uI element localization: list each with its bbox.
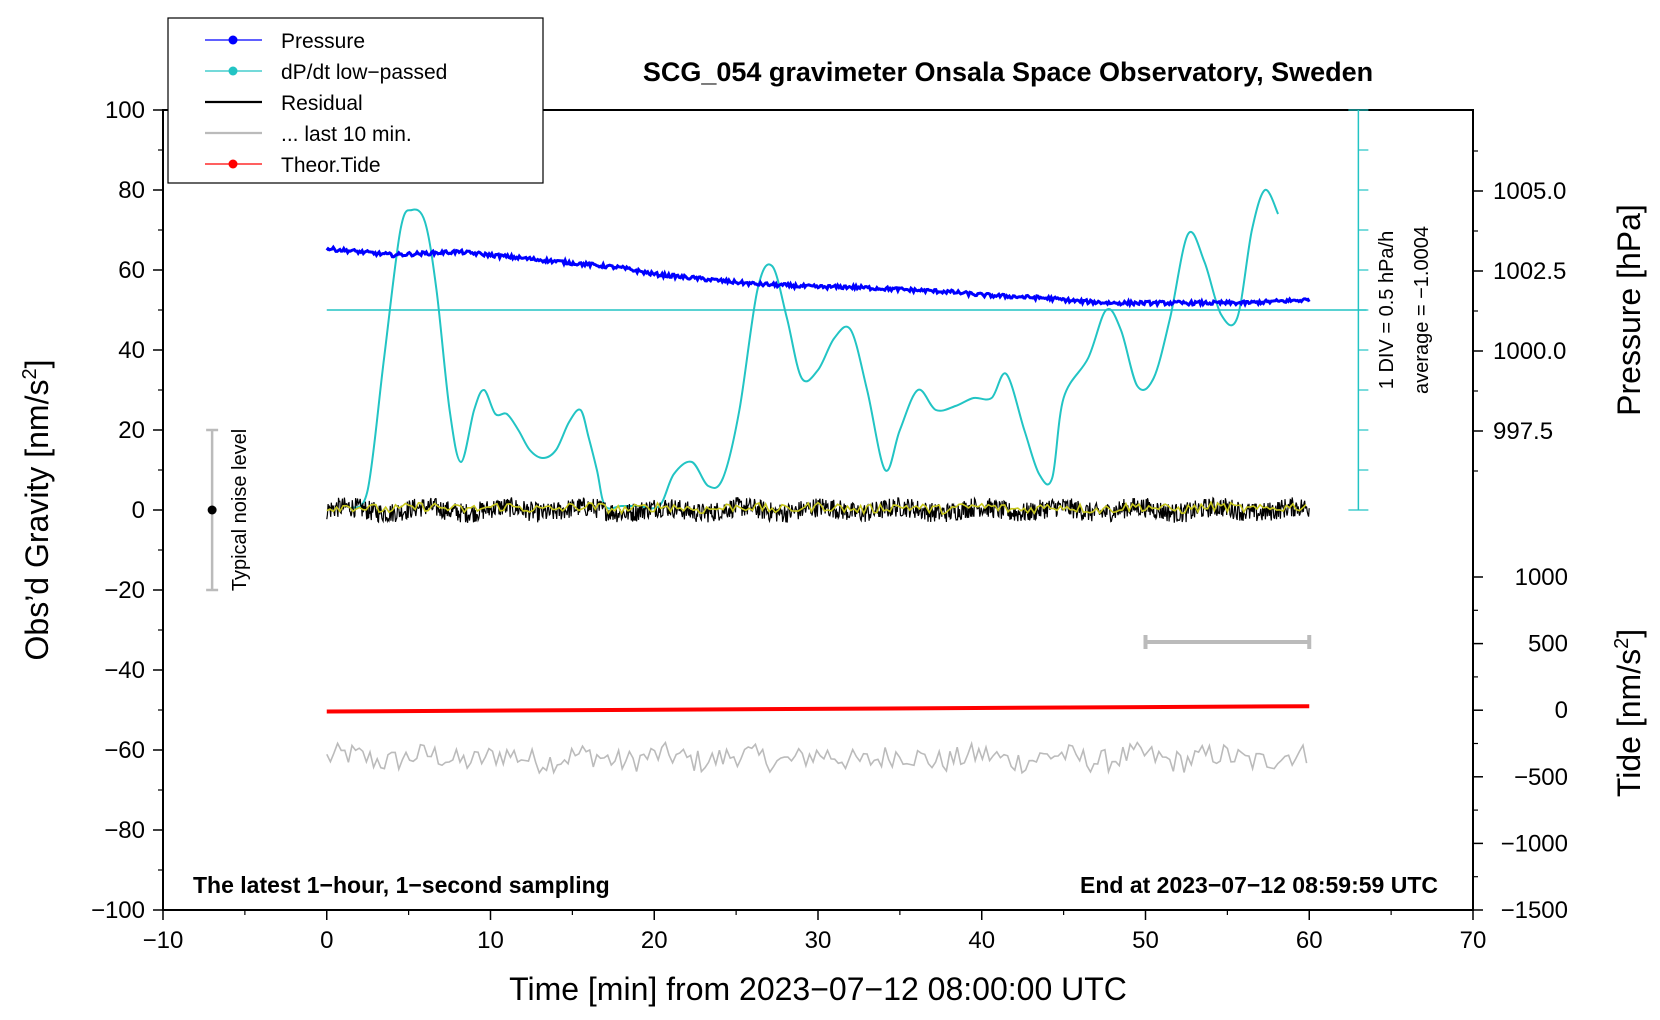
y-axis-title-gravity-sup: 2 [19, 368, 41, 379]
legend-label-3: ... last 10 min. [281, 123, 412, 146]
dpdt-average-label: average = −1.0004 [1411, 226, 1433, 394]
residual-smoothed-line [326, 500, 1307, 516]
y-axis-title-tide-end: ] [1611, 629, 1647, 638]
tide-tick-label-0: 1000 [1515, 564, 1568, 591]
x-tick-label-0: −10 [143, 927, 184, 954]
y-tick-label-6: −20 [104, 577, 145, 604]
y-axis-title-tide: Tide [nm/s2] [1611, 629, 1647, 797]
pressure-tick-label-0: 1005.0 [1493, 178, 1566, 205]
tide-tick-labels: 1000 500 0 −500 −1000 −1500 [1501, 564, 1568, 924]
dpdt-scale-label: 1 DIV = 0.5 hPa/h [1376, 231, 1398, 389]
y-tick-label-4: 20 [118, 417, 145, 444]
y-tick-label-1: 80 [118, 177, 145, 204]
x-tick-label-7: 60 [1296, 927, 1323, 954]
legend-label-0: Pressure [281, 30, 365, 53]
y-axis-title-gravity: Obs’d Gravity [nm/s2] [19, 360, 55, 661]
legend-entries: Pressure dP/dt low−passed Residual ... last… [205, 30, 447, 177]
last-10-min-line [326, 740, 1308, 775]
y-axis-title-tide-main: Tide [nm/s [1611, 649, 1647, 797]
x-tick-label-4: 30 [805, 927, 832, 954]
legend-marker-1 [228, 66, 238, 76]
legend-label-2: Residual [281, 92, 363, 115]
residual-line [326, 496, 1310, 524]
pressure-tick-label-2: 1000.0 [1493, 338, 1566, 365]
legend-marker-4 [228, 159, 238, 169]
x-tick-label-8: 70 [1460, 927, 1487, 954]
y-tick-labels: 100 80 60 40 20 0 −20 −40 −60 −80 −100 [91, 97, 145, 924]
series-layer [206, 109, 1369, 775]
chart-title: SCG_054 gravimeter Onsala Space Observat… [643, 57, 1373, 87]
y-tick-label-5: 0 [132, 497, 145, 524]
legend-box [167, 17, 544, 184]
tide-tick-label-3: −500 [1514, 764, 1568, 791]
y-tick-label-3: 40 [118, 337, 145, 364]
pressure-tick-labels: 1005.0 1002.5 1000.0 997.5 [1493, 178, 1566, 445]
noise-level-label: Typical noise level [229, 429, 251, 591]
noise-bar-center [207, 505, 217, 515]
axis-ticks [153, 109, 1483, 920]
note-end-time: End at 2023−07−12 08:59:59 UTC [1080, 872, 1438, 898]
legend: Pressure dP/dt low−passed Residual ... last… [167, 17, 544, 184]
x-axis-title: Time [min] from 2023−07−12 08:00:00 UTC [509, 971, 1127, 1007]
y-tick-label-10: −100 [91, 897, 145, 924]
y-tick-label-2: 60 [118, 257, 145, 284]
x-tick-label-1: 0 [320, 927, 333, 954]
x-tick-label-6: 50 [1132, 927, 1159, 954]
tide-tick-label-4: −1000 [1501, 830, 1568, 857]
pressure-tick-label-3: 997.5 [1493, 418, 1553, 445]
theoretical-tide-line [326, 704, 1310, 714]
tide-tick-label-1: 500 [1528, 631, 1568, 658]
y-tick-label-9: −80 [104, 817, 145, 844]
note-latest-hour: The latest 1−hour, 1−second sampling [193, 872, 610, 898]
y-axis-title-gravity-main: Obs’d Gravity [nm/s [19, 380, 55, 661]
x-tick-labels: −10 0 10 20 30 40 50 60 70 [143, 927, 1487, 954]
y-axis-title-tide-sup: 2 [1611, 638, 1633, 649]
y-tick-label-8: −60 [104, 737, 145, 764]
dpdt-line [350, 188, 1280, 510]
pressure-line [325, 244, 1311, 309]
x-tick-label-5: 40 [968, 927, 995, 954]
legend-label-1: dP/dt low−passed [281, 61, 447, 84]
legend-marker-0 [228, 35, 238, 45]
y-axis-title-pressure: Pressure [hPa] [1611, 204, 1647, 416]
y-axis-title-gravity-end: ] [19, 360, 55, 369]
tide-tick-label-5: −1500 [1501, 897, 1568, 924]
y-tick-label-0: 100 [105, 97, 145, 124]
x-tick-label-2: 10 [477, 927, 504, 954]
legend-label-4: Theor.Tide [281, 154, 381, 177]
y-tick-label-7: −40 [104, 657, 145, 684]
pressure-tick-label-1: 1002.5 [1493, 258, 1566, 285]
x-tick-label-3: 20 [641, 927, 668, 954]
tide-tick-label-2: 0 [1555, 697, 1568, 724]
